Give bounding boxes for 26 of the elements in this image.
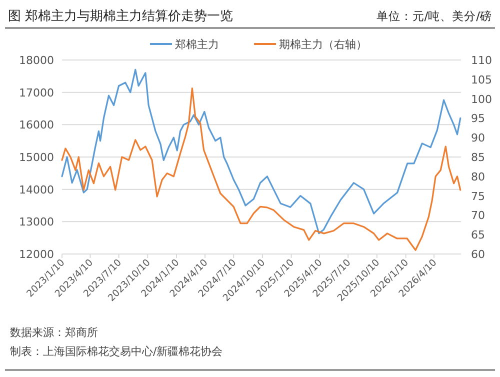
chart-title: 图 郑棉主力与期棉主力结算价走势一览 bbox=[8, 8, 234, 24]
y2-tick-label: 65 bbox=[471, 228, 485, 242]
y-tick-label: 17000 bbox=[19, 86, 54, 100]
y-tick-label: 12000 bbox=[19, 248, 54, 261]
y2-tick-label: 70 bbox=[471, 209, 485, 222]
y2-tick-label: 80 bbox=[471, 170, 485, 184]
y-tick-label: 15000 bbox=[19, 151, 54, 164]
y2-tick-label: 90 bbox=[471, 132, 485, 145]
y-tick-label: 18000 bbox=[19, 54, 54, 67]
y2-tick-label: 60 bbox=[471, 248, 485, 261]
legend-label: 郑棉主力 bbox=[175, 38, 219, 51]
line-series bbox=[61, 88, 462, 251]
y2-tick-label: 100 bbox=[471, 92, 492, 106]
y2-tick-label: 105 bbox=[471, 73, 492, 86]
y2-tick-label: 75 bbox=[471, 190, 485, 203]
y-tick-label: 14000 bbox=[19, 183, 54, 196]
y-tick-label: 16000 bbox=[19, 118, 54, 132]
line-series bbox=[61, 68, 462, 234]
y2-tick-label: 95 bbox=[471, 112, 485, 126]
chart-subtitle: 单位：元/吨、美分/磅 bbox=[376, 9, 492, 23]
text: 制表：上海国际棉花交易中心/新疆棉花协会 bbox=[10, 345, 223, 358]
source-note: 数据来源：郑商所 bbox=[10, 326, 98, 339]
y-tick-label: 13000 bbox=[19, 216, 54, 229]
y2-tick-label: 85 bbox=[471, 151, 485, 164]
y2-tick-label: 110 bbox=[471, 54, 492, 67]
legend-label: 期棉主力（右轴） bbox=[279, 38, 367, 51]
